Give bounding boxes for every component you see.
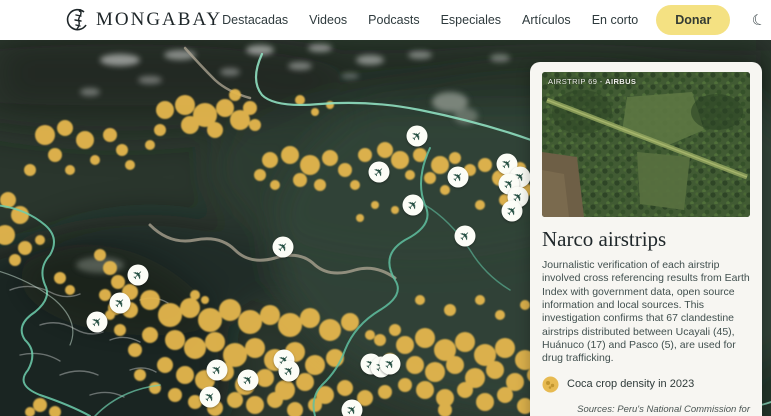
airstrip-marker[interactable]: ✈	[406, 125, 428, 147]
nav-item-podcasts[interactable]: Podcasts	[368, 13, 420, 27]
satellite-map[interactable]: ✈✈✈✈✈✈✈✈✈✈✈✈✈✈✈✈✈✈✈✈✈✈✈	[0, 40, 771, 416]
mongabay-logo[interactable]: MONGABAY	[64, 7, 222, 33]
airstrip-satellite-image: AIRSTRIP 69 - AIRBUS	[542, 72, 750, 217]
airstrip-marker[interactable]: ✈	[379, 353, 401, 375]
airstrip-marker[interactable]: ✈	[368, 161, 390, 183]
nav-item-en-corto[interactable]: En corto	[591, 13, 639, 27]
cloud-patches	[80, 44, 510, 96]
airstrip-marker[interactable]: ✈	[206, 359, 228, 381]
airplane-icon: ✈	[279, 361, 299, 381]
coca-legend-icon	[542, 376, 559, 393]
airstrip-marker[interactable]: ✈	[278, 360, 300, 382]
airplane-icon: ✈	[207, 360, 227, 380]
airstrip-marker-layer: ✈✈✈✈✈✈✈✈✈✈✈✈✈✈✈✈✈✈✈✈✈✈✈	[0, 40, 771, 416]
airplane-icon: ✈	[128, 265, 148, 285]
mongabay-gecko-icon	[66, 8, 87, 31]
airstrip-marker[interactable]: ✈	[447, 166, 469, 188]
card-title: Narco airstrips	[542, 227, 667, 251]
airplane-icon: ✈	[403, 195, 423, 215]
main-nav: Destacadas Videos Podcasts Especiales Ar…	[222, 13, 638, 27]
airstrip-marker[interactable]: ✈	[109, 292, 131, 314]
logo-text: MONGABAY	[96, 9, 223, 30]
airplane-icon: ✈	[110, 293, 130, 313]
site-header: MONGABAY Destacadas Videos Podcasts Espe…	[0, 0, 771, 40]
airplane-icon: ✈	[455, 226, 475, 246]
airstrip-image-label: AIRSTRIP 69 - AIRBUS	[548, 77, 637, 86]
nav-item-destacadas[interactable]: Destacadas	[222, 13, 289, 27]
airplane-icon: ✈	[407, 126, 427, 146]
airstrip-marker[interactable]: ✈	[199, 386, 221, 408]
airstrip-marker[interactable]: ✈	[341, 399, 363, 416]
airplane-icon: ✈	[200, 387, 220, 407]
airplane-icon: ✈	[87, 312, 107, 332]
airstrip-marker[interactable]: ✈	[402, 194, 424, 216]
airstrip-marker[interactable]: ✈	[237, 369, 259, 391]
legend-label: Coca crop density in 2023	[567, 378, 695, 391]
airplane-icon: ✈	[238, 370, 258, 390]
airstrip-marker[interactable]: ✈	[501, 200, 523, 222]
airplane-icon: ✈	[342, 400, 362, 416]
legend-row: Coca crop density in 2023	[542, 376, 750, 393]
dark-mode-moon-icon[interactable]: ☾	[749, 9, 768, 31]
nav-item-especiales[interactable]: Especiales	[440, 13, 502, 27]
airplane-icon: ✈	[448, 167, 468, 187]
airplane-icon: ✈	[273, 237, 293, 257]
airplane-icon: ✈	[380, 354, 400, 374]
sources-text: Sources: Peru's National Commission for …	[577, 403, 750, 415]
card-description: Journalistic verification of each airstr…	[542, 259, 750, 365]
airplane-icon: ✈	[369, 162, 389, 182]
airstrip-marker[interactable]: ✈	[454, 225, 476, 247]
nav-item-articulos[interactable]: Artículos	[522, 13, 571, 27]
airstrip-marker[interactable]: ✈	[272, 236, 294, 258]
airstrip-marker[interactable]: ✈	[86, 311, 108, 333]
donate-button[interactable]: Donar	[656, 5, 731, 35]
narco-airstrips-card: AIRSTRIP 69 - AIRBUS Narco airstrips Jou…	[530, 62, 762, 416]
airplane-icon: ✈	[502, 201, 522, 221]
airstrip-marker[interactable]: ✈	[127, 264, 149, 286]
nav-item-videos[interactable]: Videos	[309, 13, 348, 27]
